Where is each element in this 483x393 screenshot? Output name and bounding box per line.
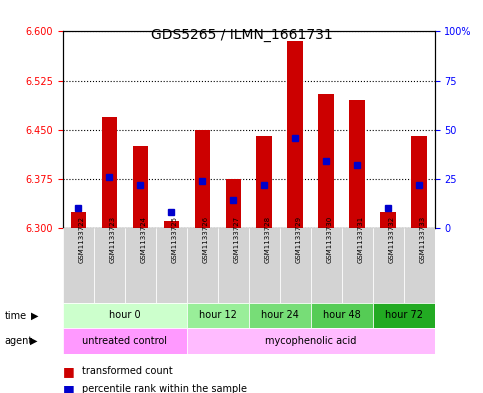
Text: hour 0: hour 0 bbox=[109, 310, 141, 320]
FancyBboxPatch shape bbox=[218, 228, 249, 303]
FancyBboxPatch shape bbox=[373, 303, 435, 328]
Text: agent: agent bbox=[5, 336, 33, 346]
Text: time: time bbox=[5, 310, 27, 321]
Text: GSM1133723: GSM1133723 bbox=[109, 216, 115, 263]
Bar bbox=[164, 221, 179, 228]
Text: GDS5265 / ILMN_1661731: GDS5265 / ILMN_1661731 bbox=[151, 28, 332, 42]
FancyBboxPatch shape bbox=[63, 328, 187, 354]
Text: GSM1133726: GSM1133726 bbox=[202, 216, 208, 263]
Text: GSM1133733: GSM1133733 bbox=[419, 215, 425, 263]
Text: ▶: ▶ bbox=[30, 336, 38, 346]
Text: percentile rank within the sample: percentile rank within the sample bbox=[82, 384, 247, 393]
FancyBboxPatch shape bbox=[311, 228, 342, 303]
Text: mycophenolic acid: mycophenolic acid bbox=[265, 336, 356, 346]
FancyBboxPatch shape bbox=[187, 228, 218, 303]
FancyBboxPatch shape bbox=[63, 303, 187, 328]
Bar bbox=[287, 41, 303, 228]
FancyBboxPatch shape bbox=[187, 303, 249, 328]
FancyBboxPatch shape bbox=[404, 228, 435, 303]
Text: ■: ■ bbox=[63, 382, 74, 393]
Bar bbox=[381, 211, 396, 228]
FancyBboxPatch shape bbox=[125, 228, 156, 303]
FancyBboxPatch shape bbox=[373, 228, 404, 303]
Bar bbox=[318, 94, 334, 228]
Text: GSM1133732: GSM1133732 bbox=[388, 216, 394, 263]
Bar bbox=[132, 146, 148, 228]
Bar bbox=[101, 117, 117, 228]
Text: untreated control: untreated control bbox=[82, 336, 167, 346]
FancyBboxPatch shape bbox=[249, 228, 280, 303]
Text: GSM1133725: GSM1133725 bbox=[171, 216, 177, 263]
Bar bbox=[256, 136, 272, 228]
Text: GSM1133729: GSM1133729 bbox=[295, 216, 301, 263]
Text: ▶: ▶ bbox=[31, 310, 39, 321]
Text: hour 72: hour 72 bbox=[384, 310, 423, 320]
FancyBboxPatch shape bbox=[311, 303, 373, 328]
Bar bbox=[71, 211, 86, 228]
FancyBboxPatch shape bbox=[63, 228, 94, 303]
FancyBboxPatch shape bbox=[187, 328, 435, 354]
FancyBboxPatch shape bbox=[249, 303, 311, 328]
Text: GSM1133731: GSM1133731 bbox=[357, 215, 363, 263]
FancyBboxPatch shape bbox=[156, 228, 187, 303]
Text: GSM1133730: GSM1133730 bbox=[326, 215, 332, 263]
FancyBboxPatch shape bbox=[342, 228, 373, 303]
Text: hour 24: hour 24 bbox=[261, 310, 298, 320]
FancyBboxPatch shape bbox=[280, 228, 311, 303]
Text: hour 12: hour 12 bbox=[199, 310, 237, 320]
Bar bbox=[412, 136, 427, 228]
FancyBboxPatch shape bbox=[94, 228, 125, 303]
Text: GSM1133728: GSM1133728 bbox=[264, 216, 270, 263]
Text: GSM1133727: GSM1133727 bbox=[233, 216, 239, 263]
Bar bbox=[350, 100, 365, 228]
Text: GSM1133722: GSM1133722 bbox=[78, 216, 85, 263]
Text: GSM1133724: GSM1133724 bbox=[140, 216, 146, 263]
Text: transformed count: transformed count bbox=[82, 366, 173, 376]
Bar bbox=[195, 130, 210, 228]
Bar bbox=[226, 179, 241, 228]
Text: hour 48: hour 48 bbox=[323, 310, 361, 320]
Text: ■: ■ bbox=[63, 365, 74, 378]
